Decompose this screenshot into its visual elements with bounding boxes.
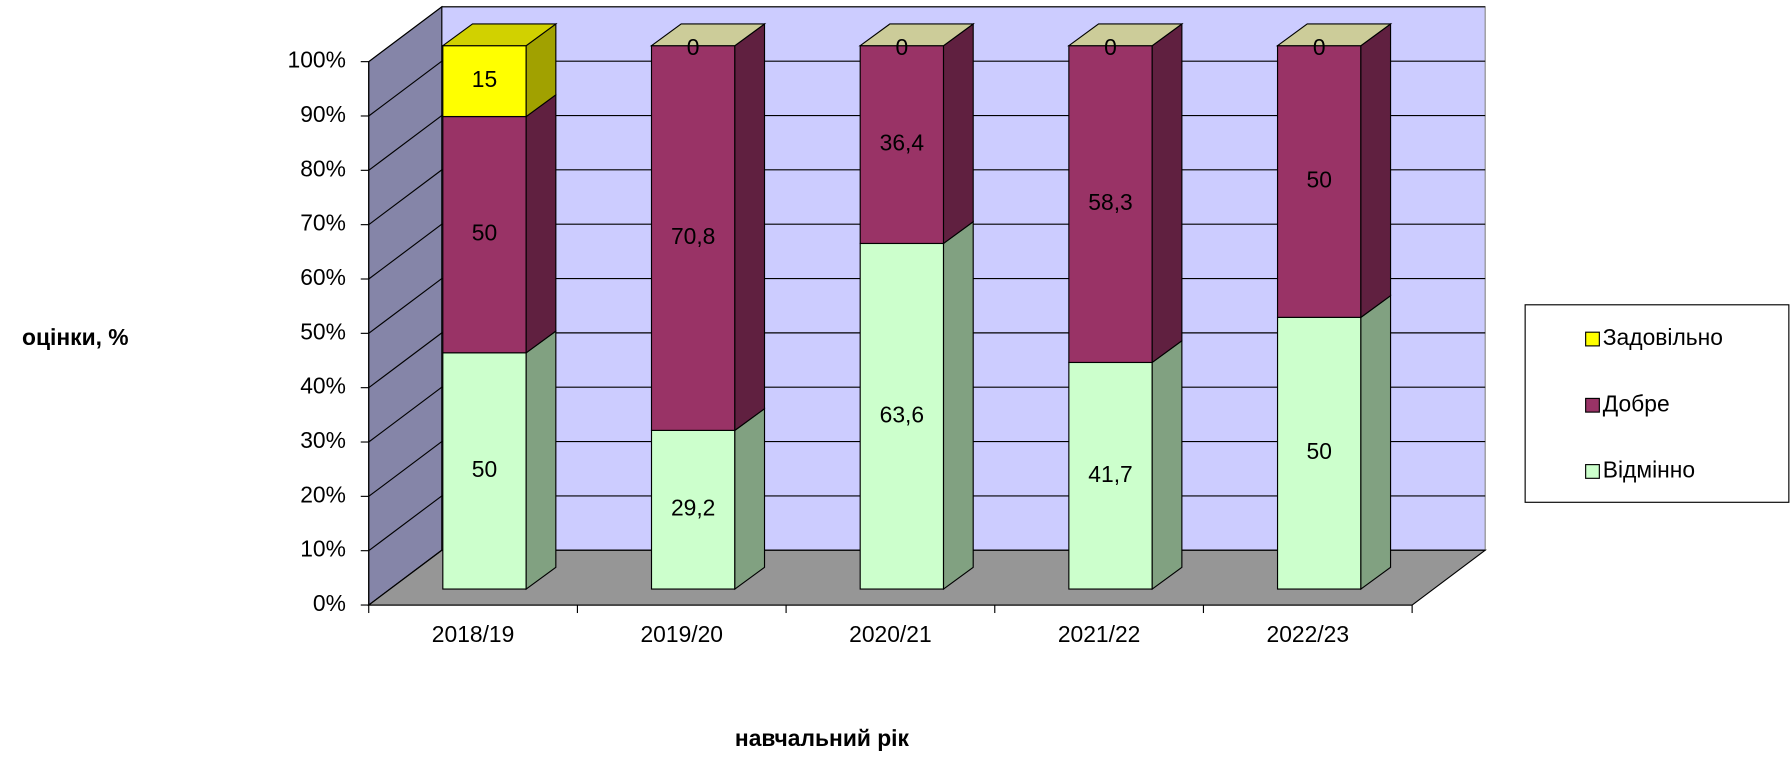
data-label: 0 xyxy=(1313,34,1326,60)
data-label: 50 xyxy=(1307,167,1332,193)
data-label: 0 xyxy=(1104,34,1117,60)
y-tick-label: 90% xyxy=(300,101,346,127)
x-axis-title: навчальний рік xyxy=(735,725,910,751)
data-label: 50 xyxy=(1307,438,1332,464)
bar-top xyxy=(858,23,975,47)
bar-segment xyxy=(859,242,945,590)
x-tick-label: 2020/21 xyxy=(849,621,932,647)
legend-label: Задовільно xyxy=(1603,324,1723,350)
bar-side xyxy=(1360,22,1392,319)
bar-segment xyxy=(442,352,527,590)
legend-label: Відмінно xyxy=(1603,456,1695,482)
bar-top xyxy=(649,23,767,47)
x-tick-label: 2018/19 xyxy=(432,621,515,647)
y-axis-title: оцінки, % xyxy=(22,324,129,350)
data-label: 0 xyxy=(895,34,908,60)
bar-segment xyxy=(1068,45,1153,364)
bar-side xyxy=(942,220,974,591)
bar-side xyxy=(734,407,766,591)
data-label: 50 xyxy=(472,456,497,482)
y-tick-label: 30% xyxy=(300,427,346,453)
y-tick-label: 50% xyxy=(300,318,346,344)
legend-box xyxy=(1524,304,1790,503)
data-label: 41,7 xyxy=(1088,461,1132,487)
data-label: 63,6 xyxy=(880,401,924,427)
bar-segment xyxy=(442,115,527,354)
bar-segment xyxy=(650,45,736,431)
bar-top xyxy=(1275,23,1393,47)
y-tick-label: 40% xyxy=(300,373,346,399)
bar-side xyxy=(525,329,557,591)
y-tick-label: 10% xyxy=(300,536,346,562)
bar-side xyxy=(1151,22,1183,364)
bar-segment xyxy=(1276,316,1362,590)
y-tick-label: 0% xyxy=(313,590,346,616)
y-tick-label: 20% xyxy=(300,481,346,507)
data-label: 29,2 xyxy=(671,495,715,521)
bar-side xyxy=(734,22,766,432)
bar-segment xyxy=(1068,361,1153,590)
bar-side xyxy=(525,93,557,354)
bar-top xyxy=(441,23,558,47)
bar-side xyxy=(1151,339,1183,591)
data-label: 0 xyxy=(687,34,700,60)
data-label: 50 xyxy=(472,220,497,246)
legend-label: Добре xyxy=(1603,390,1670,416)
legend-swatch xyxy=(1585,397,1600,413)
legend-swatch xyxy=(1585,464,1600,479)
bar-segment xyxy=(1276,45,1362,318)
data-label: 15 xyxy=(472,66,497,92)
bar-side xyxy=(942,22,974,245)
data-label: 58,3 xyxy=(1088,189,1132,215)
legend-swatch xyxy=(1585,331,1600,347)
y-tick-label: 70% xyxy=(300,210,346,236)
x-tick-label: 2019/20 xyxy=(640,621,723,647)
y-tick-label: 60% xyxy=(300,264,346,290)
bar-top xyxy=(1067,23,1184,47)
data-label: 36,4 xyxy=(880,130,925,156)
grid-line xyxy=(368,6,1486,63)
bar-side xyxy=(1360,294,1392,591)
y-tick-label: 80% xyxy=(300,155,346,181)
data-label: 70,8 xyxy=(671,223,715,249)
y-tick-label: 100% xyxy=(288,47,346,73)
x-tick-label: 2022/23 xyxy=(1267,621,1350,647)
x-tick-label: 2021/22 xyxy=(1058,621,1141,647)
